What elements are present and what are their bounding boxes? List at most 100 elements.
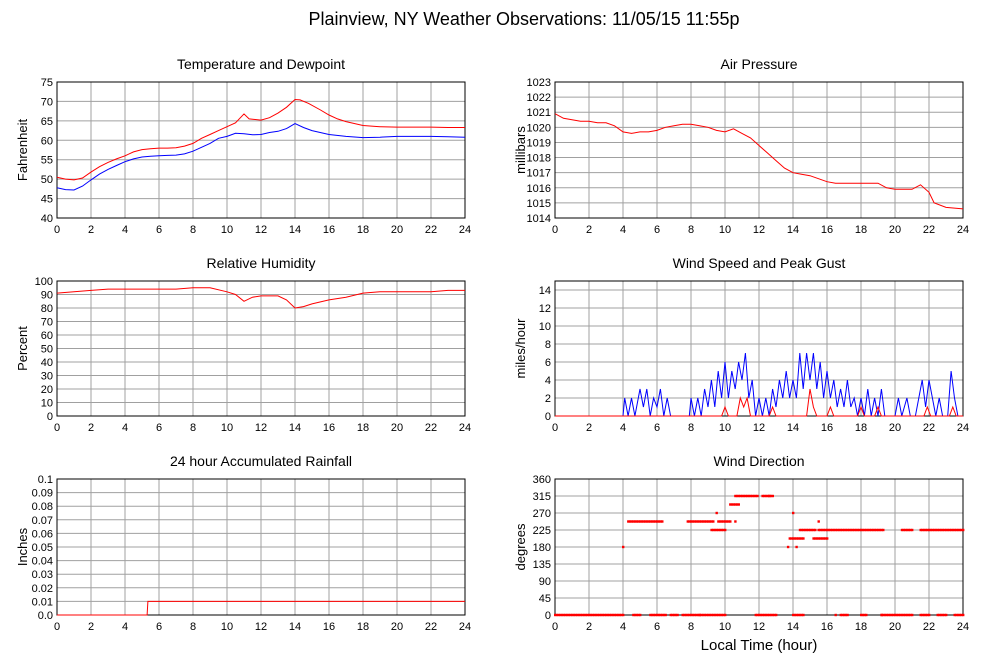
direction-ytick-label: 315: [533, 491, 551, 503]
rain-xtick-label: 4: [122, 621, 128, 633]
direction-xtick-label: 20: [889, 621, 901, 633]
temp-frame: [56, 81, 466, 219]
direction-xtick-label: 6: [654, 621, 660, 633]
direction-direction-point: [877, 528, 880, 532]
direction-direction-point: [554, 613, 557, 617]
direction-direction-point: [717, 528, 720, 532]
direction-direction-point: [800, 528, 803, 532]
direction-direction-point: [941, 528, 944, 532]
direction-ytick-label: 270: [533, 508, 551, 520]
humidity-xtick-label: 4: [122, 422, 128, 434]
direction-direction-point: [839, 613, 842, 617]
direction-direction-point: [676, 613, 679, 617]
direction-direction-point: [769, 613, 773, 617]
page-title: Plainview, NY Weather Observations: 11/0…: [309, 9, 740, 29]
rain-xtick-label: 2: [88, 621, 94, 633]
pressure-ytick-label: 1018: [527, 153, 551, 165]
direction-direction-point: [802, 537, 805, 540]
direction-direction-point: [632, 520, 635, 523]
direction-direction-point: [921, 528, 924, 532]
humidity-xtick-label: 22: [425, 422, 437, 434]
direction-direction-point: [800, 613, 803, 617]
direction-direction-point: [797, 613, 800, 617]
rain-xtick-label: 8: [190, 621, 196, 633]
direction-direction-point: [712, 528, 715, 532]
direction-direction-point: [834, 613, 837, 617]
rain-series-0-line: [57, 600, 465, 616]
direction-direction-point: [661, 613, 664, 617]
direction-direction-point: [926, 613, 929, 617]
direction-direction-point: [809, 528, 812, 532]
direction-direction-point: [701, 613, 705, 617]
direction-direction-point: [860, 528, 863, 532]
direction-direction-point: [822, 528, 825, 532]
rain-xtick-label: 24: [459, 621, 471, 633]
rain-xtick-label: 12: [255, 621, 267, 633]
pressure-ytick-label: 1016: [527, 183, 551, 195]
direction-direction-point: [846, 528, 849, 532]
direction-direction-point: [795, 545, 798, 549]
rain-ytick-label: 0.02: [32, 583, 53, 595]
direction-direction-point: [934, 528, 938, 532]
direction-direction-point: [703, 613, 706, 617]
direction-direction-point: [659, 613, 662, 617]
temp-ytick-label: 70: [41, 96, 53, 108]
direction-direction-point: [933, 528, 936, 532]
pressure-xtick-label: 0: [552, 224, 558, 236]
direction-ytick-label: 180: [533, 542, 551, 554]
direction-direction-point: [695, 613, 698, 617]
direction-direction-point: [844, 613, 848, 617]
direction-direction-point: [656, 520, 659, 523]
direction-direction-point: [681, 613, 684, 617]
direction-direction-point: [824, 528, 827, 532]
direction-direction-point: [837, 528, 841, 532]
direction-ytick-label: 225: [533, 525, 551, 537]
direction-direction-point: [904, 613, 907, 617]
direction-direction-point: [589, 613, 593, 617]
direction-direction-point: [564, 613, 567, 617]
direction-direction-point: [747, 494, 751, 498]
direction-direction-point: [922, 528, 926, 532]
direction-direction-point: [598, 613, 601, 617]
humidity-xtick-label: 0: [54, 422, 60, 434]
direction-direction-point: [962, 528, 965, 532]
direction-direction-point: [900, 613, 904, 617]
humidity-ytick-label: 0: [47, 411, 53, 423]
direction-direction-point: [708, 520, 712, 523]
direction-direction-point: [737, 503, 740, 506]
rain-ytick-label: 0.04: [32, 556, 53, 568]
direction-direction-point: [656, 613, 659, 617]
direction-xtick-label: 22: [923, 621, 935, 633]
direction-direction-point: [894, 613, 897, 617]
direction-direction-point: [657, 613, 661, 617]
pressure-xtick-label: 24: [957, 224, 969, 236]
direction-direction-point: [622, 545, 625, 549]
direction-direction-point: [581, 613, 584, 617]
direction-direction-point: [958, 528, 961, 532]
direction-direction-point: [577, 613, 581, 617]
direction-direction-point: [826, 528, 829, 532]
temp-xtick-label: 0: [54, 224, 60, 236]
wind-xtick-label: 6: [654, 422, 660, 434]
direction-direction-point: [594, 613, 598, 617]
direction-direction-point: [919, 528, 922, 532]
direction-direction-point: [868, 528, 871, 532]
direction-direction-point: [851, 528, 854, 532]
pressure-ytick-label: 1020: [527, 122, 551, 134]
direction-direction-point: [819, 528, 822, 532]
pressure-xtick-label: 8: [688, 224, 694, 236]
direction-direction-point: [759, 613, 763, 617]
direction-direction-point: [836, 528, 839, 532]
direction-direction-point: [633, 520, 637, 523]
direction-direction-point: [763, 613, 766, 617]
pressure-xtick-label: 4: [620, 224, 626, 236]
direction-direction-point: [834, 528, 837, 532]
direction-direction-point: [798, 537, 802, 540]
direction-direction-point: [928, 528, 931, 532]
direction-direction-point: [582, 613, 586, 617]
temp-xtick-label: 4: [122, 224, 128, 236]
direction-direction-point: [938, 613, 941, 617]
